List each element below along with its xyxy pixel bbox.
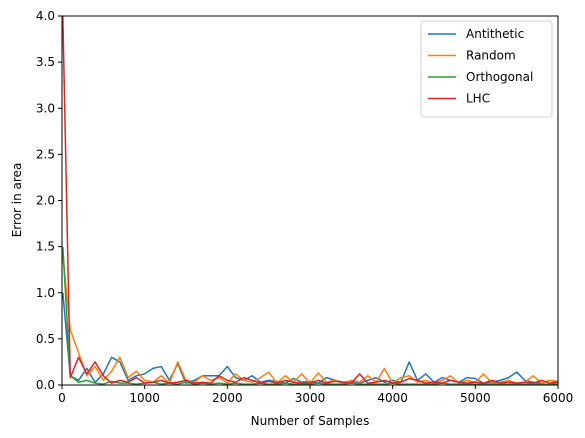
y-tick-label: 4.0 <box>36 9 55 23</box>
x-tick-label: 3000 <box>295 391 326 405</box>
y-tick-label: 3.0 <box>36 101 55 115</box>
x-axis-label: Number of Samples <box>251 414 370 428</box>
legend-label-lhc: LHC <box>466 92 490 106</box>
legend-label-orthogonal: Orthogonal <box>466 70 533 84</box>
y-axis: 0.0 0.5 1.0 1.5 2.0 2.5 3.0 3.5 4.0 <box>36 9 62 392</box>
y-tick-label: 1.5 <box>36 240 55 254</box>
x-tick-label: 5000 <box>460 391 491 405</box>
series-line-orthogonal <box>62 246 558 385</box>
y-tick-label: 0.5 <box>36 332 55 346</box>
x-tick-label: 4000 <box>377 391 408 405</box>
legend-label-antithetic: Antithetic <box>466 27 524 41</box>
legend: Antithetic Random Orthogonal LHC <box>420 20 553 118</box>
series-line-antithetic <box>62 292 559 384</box>
x-tick-label: 0 <box>58 391 66 405</box>
y-tick-label: 2.0 <box>36 194 55 208</box>
y-tick-label: 1.0 <box>36 286 55 300</box>
legend-box <box>420 20 553 118</box>
y-axis-label: Error in area <box>10 163 24 238</box>
series-line-random <box>62 255 559 384</box>
y-tick-label: 0.0 <box>36 378 55 392</box>
series-line-lhc <box>62 15 559 384</box>
plot-lines <box>62 15 559 385</box>
y-tick-label: 2.5 <box>36 147 55 161</box>
x-tick-label: 2000 <box>212 391 243 405</box>
x-tick-label: 1000 <box>129 391 160 405</box>
x-tick-label: 6000 <box>543 391 574 405</box>
legend-label-random: Random <box>466 49 516 63</box>
y-tick-label: 3.5 <box>36 55 55 69</box>
x-axis: 0 1000 2000 3000 4000 5000 6000 <box>58 385 573 405</box>
